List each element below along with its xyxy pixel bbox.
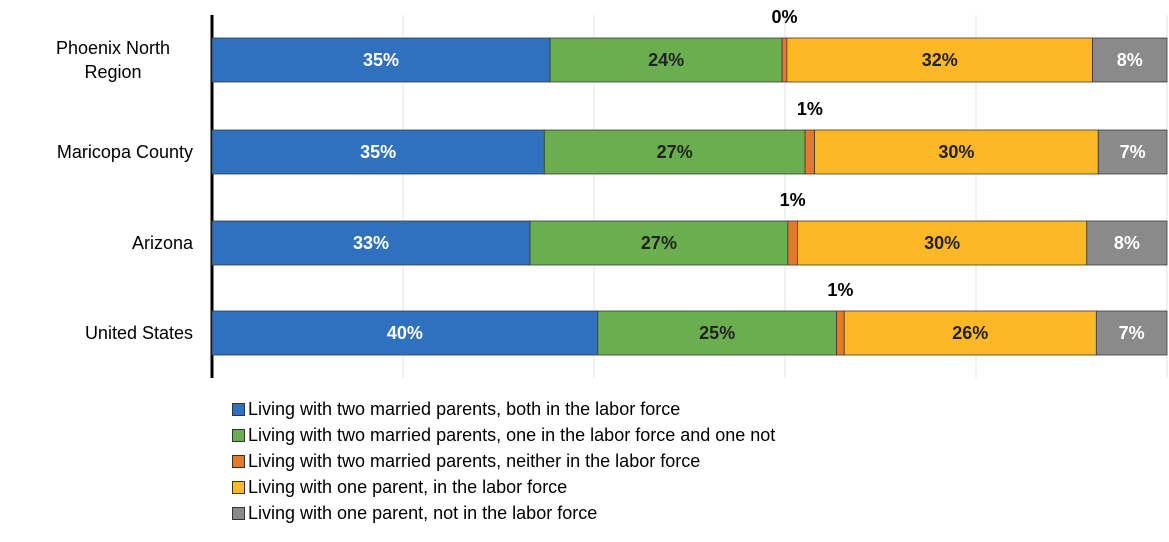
legend-item: Living with one parent, not in the labor…	[232, 500, 775, 526]
legend-item: Living with one parent, in the labor for…	[232, 474, 775, 500]
bar-segment	[814, 129, 1099, 175]
legend-swatch	[232, 506, 245, 520]
legend-text: Living with two married parents, neither…	[248, 450, 701, 471]
data-label: 35%	[360, 142, 396, 162]
data-label: 1%	[827, 280, 853, 300]
data-label: 33%	[353, 233, 389, 253]
legend-item: Living with two married parents, one in …	[232, 422, 775, 448]
legend-text: Living with one parent, in the labor for…	[248, 476, 568, 497]
bar-segment	[787, 220, 798, 266]
category-text: Arizona	[131, 233, 193, 253]
data-label: 27%	[657, 142, 693, 162]
bar-segment	[529, 220, 789, 266]
data-label: 30%	[938, 142, 974, 162]
category-text: United States	[84, 323, 193, 343]
bar-segment	[597, 310, 837, 356]
bar-segment	[211, 220, 531, 266]
category-label: Maricopa County	[57, 140, 193, 164]
bar-segment	[804, 129, 816, 175]
data-label: 8%	[1117, 50, 1143, 70]
bar-segment	[1086, 220, 1168, 266]
category-text: Maricopa County	[56, 142, 193, 162]
bar-segment	[843, 310, 1097, 356]
data-label: 1%	[797, 99, 823, 119]
data-label: 32%	[922, 50, 958, 70]
legend: Living with two married parents, both in…	[232, 396, 775, 526]
data-label: 25%	[699, 323, 735, 343]
category-label: Arizona	[132, 231, 193, 255]
bar-segment	[781, 37, 788, 83]
data-label: 8%	[1114, 233, 1140, 253]
bar-segment	[1095, 310, 1168, 356]
category-text: Phoenix North Region	[55, 38, 171, 82]
bar-segment	[543, 129, 806, 175]
data-label: 7%	[1119, 323, 1145, 343]
bar-segment	[211, 37, 551, 83]
legend-swatch	[232, 454, 245, 468]
legend-swatch	[232, 428, 245, 442]
bar-segment	[1092, 37, 1168, 83]
legend-text: Living with two married parents, one in …	[248, 424, 776, 445]
data-label: 24%	[648, 50, 684, 70]
bar-segment	[786, 37, 1093, 83]
data-label: 27%	[641, 233, 677, 253]
data-label: 26%	[952, 323, 988, 343]
data-label: 30%	[924, 233, 960, 253]
category-label: United States	[85, 321, 193, 345]
category-label: Phoenix North Region	[33, 36, 193, 84]
bar-segment	[836, 310, 845, 356]
data-label: 40%	[387, 323, 423, 343]
legend-text: Living with two married parents, both in…	[248, 398, 681, 419]
bar-segment	[797, 220, 1088, 266]
data-label: 7%	[1120, 142, 1146, 162]
data-label: 35%	[363, 50, 399, 70]
bar-segment	[549, 37, 783, 83]
legend-text: Living with one parent, not in the labor…	[248, 502, 598, 523]
bar-segment	[211, 310, 599, 356]
bar-segment	[1097, 129, 1168, 175]
data-label: 1%	[780, 190, 806, 210]
data-label: 0%	[772, 7, 798, 27]
legend-swatch	[232, 480, 245, 494]
legend-item: Living with two married parents, both in…	[232, 396, 775, 422]
legend-item: Living with two married parents, neither…	[232, 448, 775, 474]
legend-swatch	[232, 402, 245, 416]
